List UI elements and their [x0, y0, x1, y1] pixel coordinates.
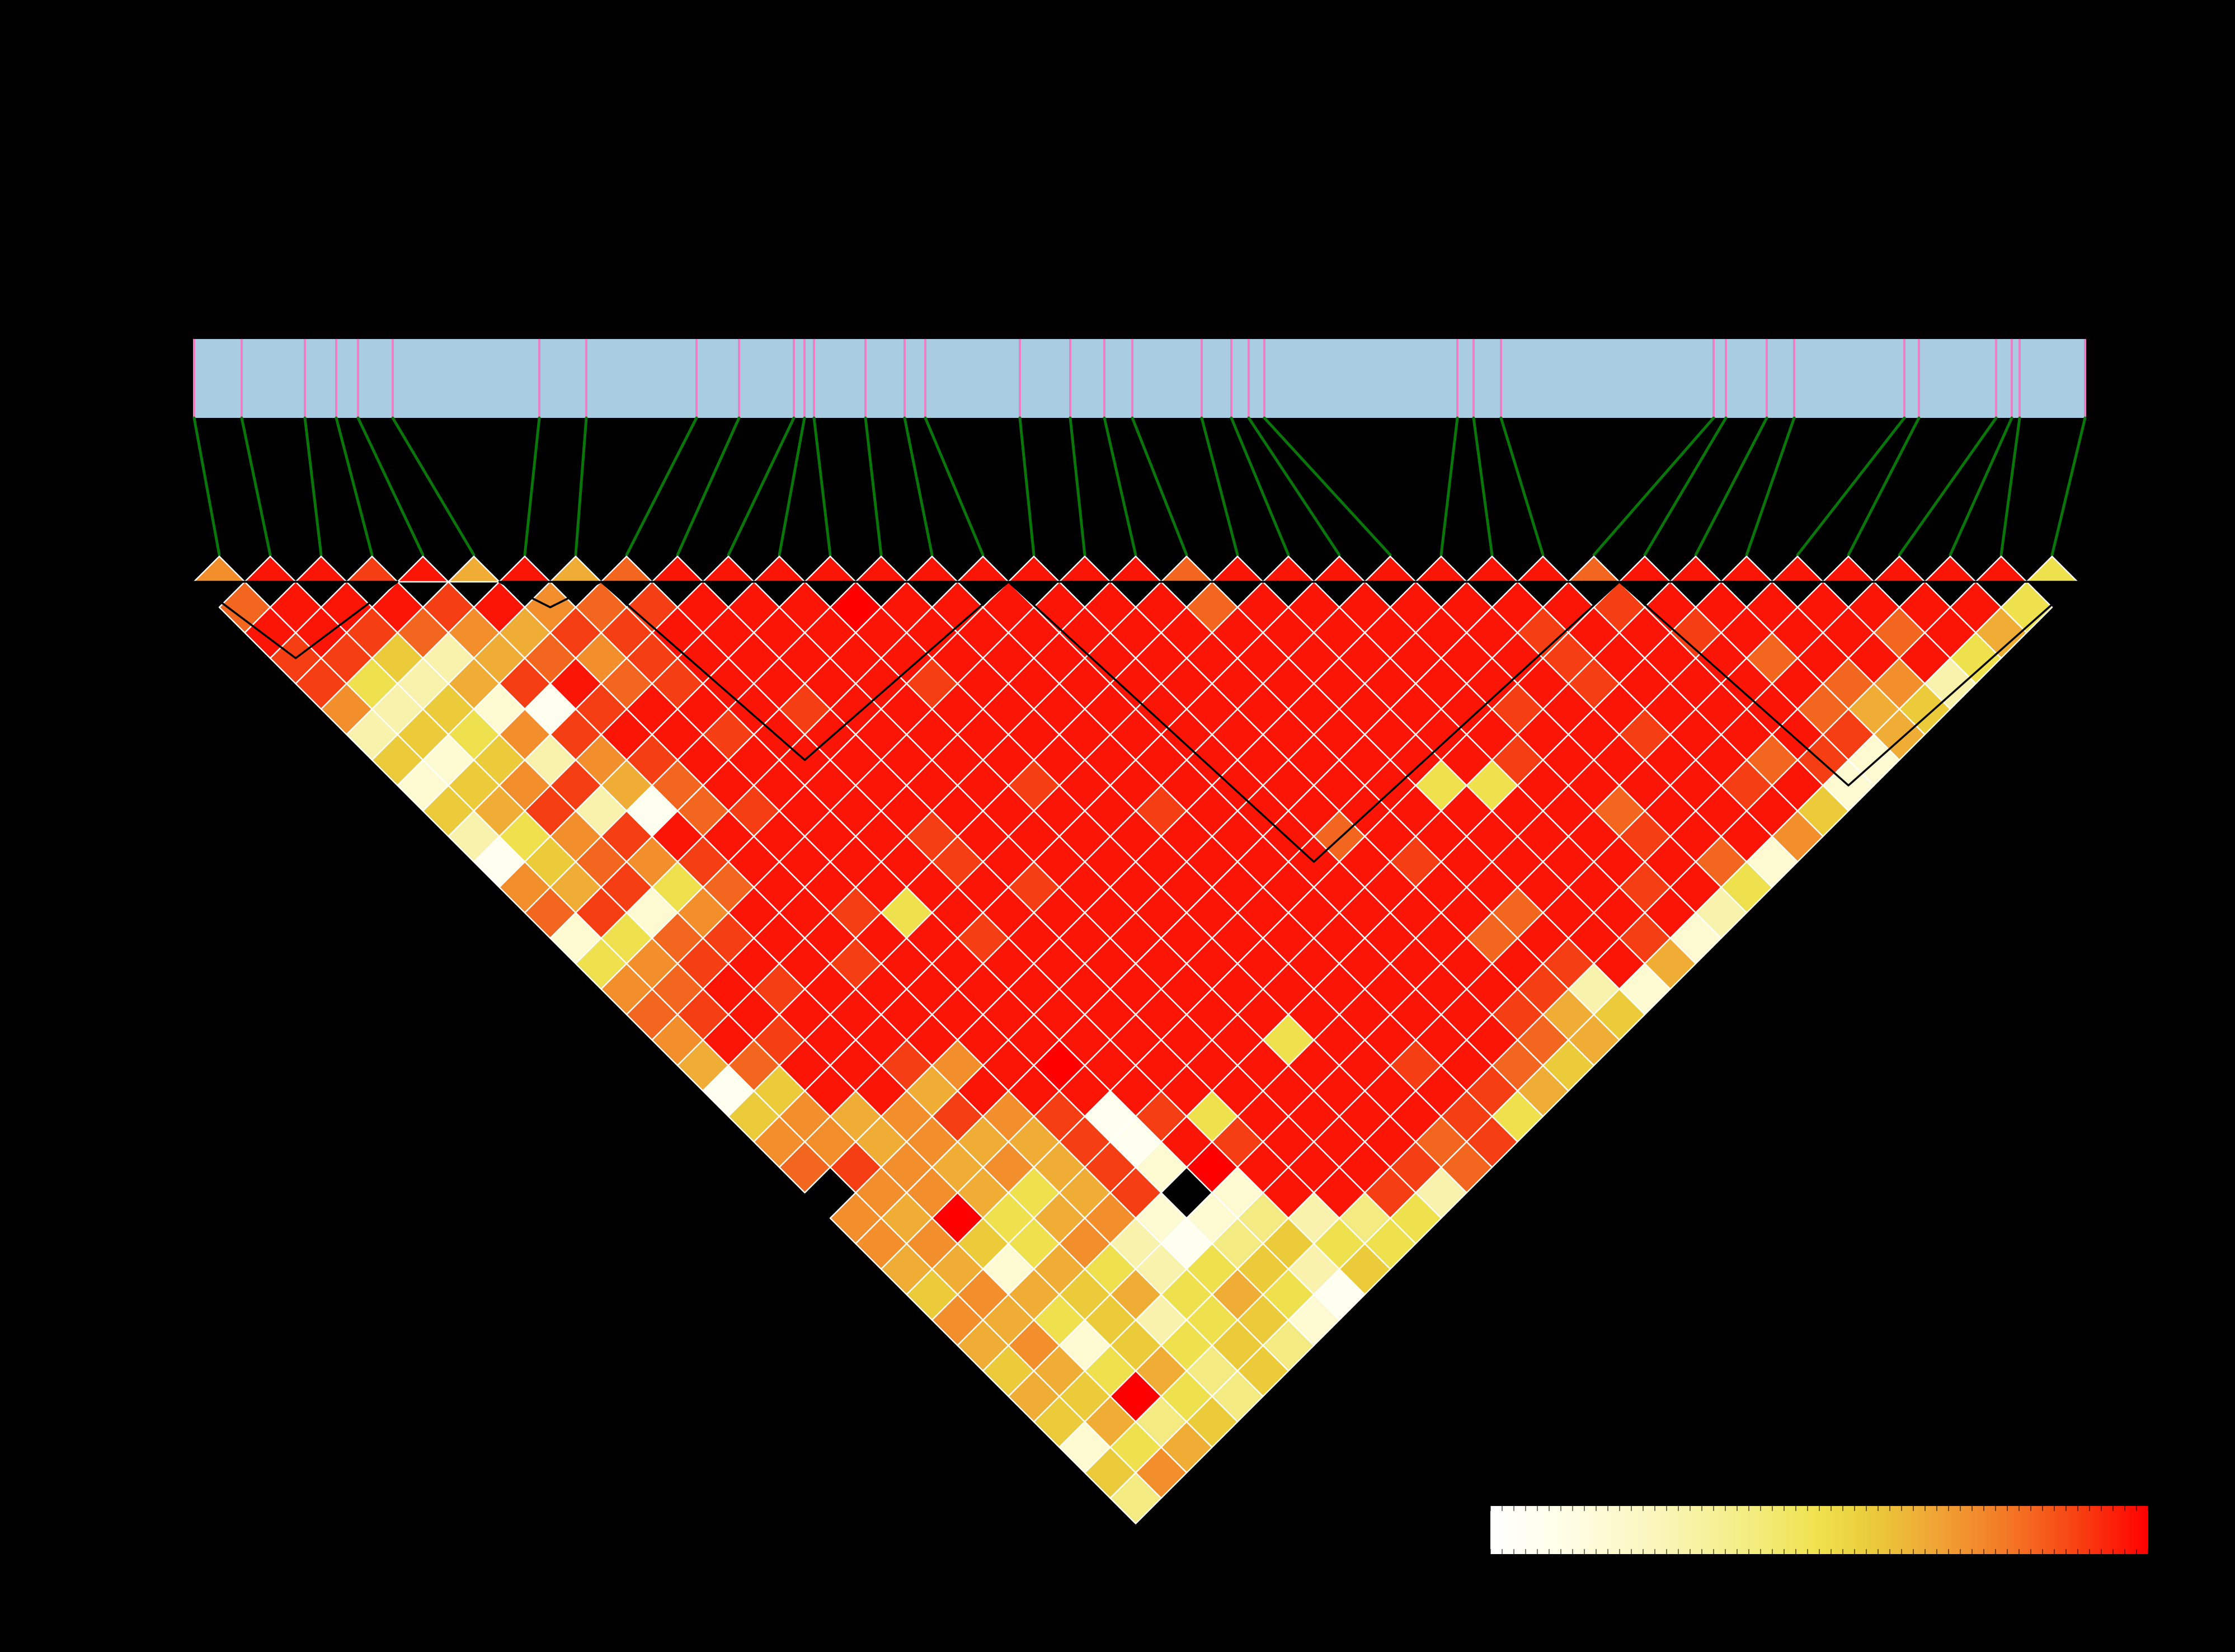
snp-connector-line-4 [335, 416, 374, 557]
snp-connector-line-6 [391, 416, 476, 557]
ld-block-outline-5 [1618, 581, 2079, 787]
snp-connector-line-13 [812, 416, 832, 557]
snp-connector-line-1 [192, 416, 221, 557]
ld-block-outline-2 [498, 581, 603, 609]
snp-connector-line-34 [1898, 416, 1998, 557]
snp-connector-line-25 [1439, 416, 1459, 557]
snp-connector-line-14 [864, 416, 883, 557]
snp-connector-line-35 [1949, 416, 2013, 557]
snp-connector-line-15 [903, 416, 934, 557]
snp-connector-line-8 [574, 416, 588, 557]
ld-block-outline-4 [1007, 581, 1621, 863]
snp-connector-line-3 [303, 416, 323, 557]
snp-connector-line-16 [924, 416, 985, 557]
snp-tooth-6 [448, 556, 500, 583]
snp-connector-line-36 [1999, 416, 2021, 557]
snp-connector-line-5 [356, 416, 425, 557]
snp-connector-line-18 [1069, 416, 1086, 557]
color-scale-bar [1490, 1506, 2148, 1554]
snp-connector-line-17 [1018, 416, 1036, 557]
snp-connector-line-29 [1643, 416, 1728, 557]
genome-bar [194, 339, 2086, 418]
ld-cell-0-36 [1109, 1472, 1162, 1524]
snp-connector-line-37 [2050, 416, 2087, 557]
ld-block-outline-1 [192, 581, 399, 660]
snp-connector-line-10 [676, 416, 741, 557]
snp-connector-line-9 [625, 416, 698, 557]
ld-cell-0-23 [778, 1141, 831, 1194]
snp-connector-line-2 [240, 416, 272, 557]
snp-connector-line-19 [1103, 416, 1137, 557]
snp-connector-line-31 [1745, 416, 1796, 557]
snp-connector-line-7 [523, 416, 541, 557]
snp-connector-line-12 [778, 416, 806, 557]
snp-tooth-5 [397, 556, 449, 583]
snp-connector-line-28 [1592, 416, 1715, 557]
snp-connector-line-22 [1230, 416, 1290, 557]
ld-block-outline-3 [600, 581, 1010, 761]
snp-connector-line-11 [727, 416, 796, 557]
snp-connector-line-23 [1247, 416, 1341, 557]
snp-connector-line-30 [1694, 416, 1768, 557]
snp-connector-line-26 [1472, 416, 1494, 557]
snp-connector-line-27 [1499, 416, 1545, 557]
snp-connector-line-24 [1263, 416, 1392, 557]
snp-connector-line-32 [1796, 416, 1906, 557]
snp-connector-line-20 [1131, 416, 1188, 557]
snp-connector-line-33 [1847, 416, 1921, 557]
snp-connector-line-21 [1200, 416, 1239, 557]
